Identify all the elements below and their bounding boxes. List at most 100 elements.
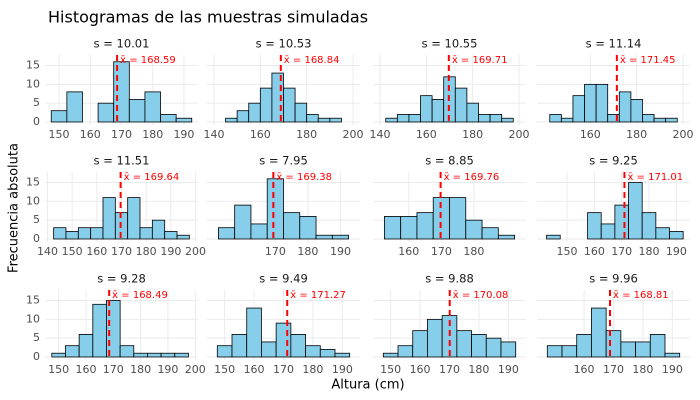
x-tick-label: 200 — [185, 363, 206, 376]
histogram-bar — [283, 87, 296, 123]
histogram-bar — [500, 341, 517, 358]
histogram-bar — [127, 197, 141, 240]
histogram-bar — [97, 102, 115, 123]
histogram-bar — [102, 197, 116, 240]
x-tick-label: 180 — [142, 128, 163, 141]
x-tick-label: 150 — [62, 245, 83, 258]
x-tick-label: 200 — [185, 245, 206, 258]
panel-subtitle: s = 11.14 — [586, 37, 642, 51]
histogram-bar — [400, 216, 418, 240]
y-tick-label: 0 — [33, 350, 40, 363]
histogram-bar — [642, 114, 655, 123]
x-tick-label: 170 — [273, 363, 294, 376]
x-tick-label: 200 — [509, 128, 530, 141]
x-tick-label: 180 — [136, 245, 157, 258]
x-tick-label: 160 — [398, 245, 419, 258]
chart-title: Histogramas de las muestras simuladas — [48, 8, 368, 27]
histogram-bar — [164, 231, 178, 240]
histogram-bar — [420, 95, 433, 123]
histogram-bar — [106, 300, 121, 358]
panel-subtitle: s = 9.88 — [425, 272, 474, 286]
histogram-bar — [485, 337, 502, 358]
x-tick-label: 190 — [666, 245, 687, 258]
histogram-bar — [250, 223, 268, 240]
y-tick-label: 0 — [33, 115, 40, 128]
histogram-bar — [50, 110, 68, 123]
histogram-bar — [65, 345, 80, 358]
x-tick-label: 160 — [250, 128, 271, 141]
histogram-bar — [620, 341, 636, 358]
histogram-bar — [641, 212, 657, 240]
histogram-bar — [128, 99, 146, 123]
x-tick-label: 140 — [37, 245, 58, 258]
x-tick-label: 170 — [431, 245, 452, 258]
histogram-bar — [119, 345, 135, 358]
y-tick-label: 10 — [26, 194, 40, 207]
histogram-bar — [317, 117, 331, 123]
histogram-bar — [261, 341, 277, 358]
mean-label: x̄ = 169.64 — [124, 172, 180, 183]
x-tick-label: 170 — [111, 128, 132, 141]
x-tick-label: 160 — [416, 128, 437, 141]
mean-label: x̄ = 169.76 — [444, 172, 500, 183]
histogram-bar — [78, 334, 94, 358]
histogram-bar — [217, 227, 236, 240]
mean-label: x̄ = 171.45 — [620, 55, 676, 66]
panel-subtitle: s = 9.49 — [259, 272, 308, 286]
histogram-bar — [383, 216, 402, 240]
histogram-bar — [266, 178, 284, 240]
x-tick-label: 200 — [673, 128, 694, 141]
histogram-bar — [605, 330, 622, 358]
x-tick-label: 200 — [343, 128, 364, 141]
panel-subtitle: s = 10.55 — [422, 37, 478, 51]
histogram-bar — [408, 114, 421, 123]
x-tick-label: 180 — [626, 128, 647, 141]
histogram-bar — [299, 216, 317, 240]
histogram-bar — [51, 352, 66, 358]
mean-label: x̄ = 169.71 — [452, 55, 508, 66]
x-tick-label: 180 — [297, 245, 318, 258]
x-tick-label: 170 — [611, 245, 632, 258]
x-tick-label: 190 — [157, 363, 178, 376]
histogram-bar — [66, 91, 83, 123]
histogram-bar — [630, 99, 643, 123]
histogram-bar — [412, 330, 428, 358]
panel-subtitle: s = 7.95 — [259, 154, 308, 168]
x-tick-label: 170 — [111, 245, 132, 258]
histogram-bar — [216, 345, 233, 358]
x-tick-label: 150 — [557, 245, 578, 258]
x-tick-label: 180 — [302, 363, 323, 376]
mean-label: x̄ = 168.84 — [284, 55, 340, 66]
histogram-bar — [546, 345, 563, 358]
x-tick-label: 170 — [265, 245, 286, 258]
mean-label: x̄ = 168.81 — [613, 290, 669, 301]
histogram-bar — [139, 227, 153, 240]
y-tick-label: 5 — [33, 331, 40, 344]
histogram-bar — [649, 334, 666, 358]
histogram-bar — [489, 114, 503, 123]
y-tick-label: 10 — [26, 312, 40, 325]
panel-subtitle: s = 9.28 — [97, 272, 146, 286]
histogram-bar — [561, 345, 578, 358]
mean-label: x̄ = 168.49 — [112, 290, 168, 301]
histogram-bar — [160, 114, 177, 123]
histogram-bar — [174, 352, 189, 358]
x-tick-label: 140 — [369, 128, 390, 141]
histogram-bar — [319, 349, 336, 358]
y-tick-label: 5 — [33, 213, 40, 226]
panel-subtitle: s = 10.01 — [94, 37, 150, 51]
histogram-bar — [315, 234, 333, 240]
x-tick-label: 170 — [103, 363, 124, 376]
histogram-bar — [397, 345, 414, 358]
histogram-bar — [416, 212, 434, 240]
mean-label: x̄ = 170.08 — [453, 290, 509, 301]
mean-label: x̄ = 169.38 — [276, 172, 332, 183]
histogram-bar — [466, 102, 479, 123]
x-tick-label: 190 — [662, 363, 683, 376]
x-tick-label: 190 — [330, 245, 351, 258]
panel-subtitle: s = 8.85 — [425, 154, 474, 168]
x-tick-label: 190 — [332, 363, 353, 376]
y-tick-label: 15 — [26, 59, 40, 72]
x-tick-label: 190 — [160, 245, 181, 258]
y-tick-label: 5 — [33, 96, 40, 109]
